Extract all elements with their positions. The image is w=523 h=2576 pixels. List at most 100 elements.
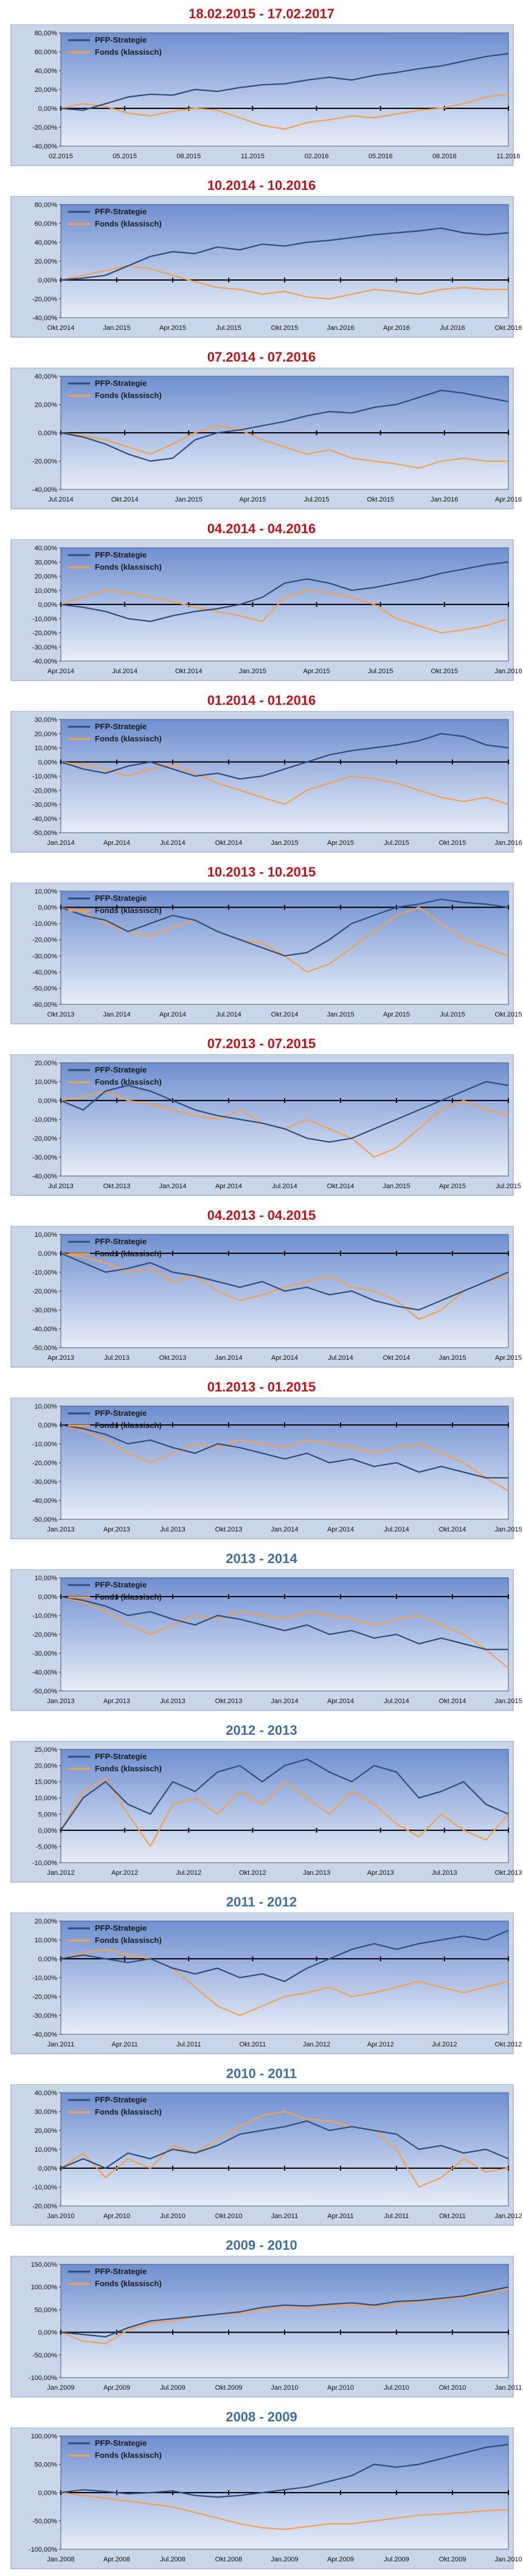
- x-tick-label: Okt.2014: [439, 1698, 466, 1705]
- y-tick-label: 20,00%: [35, 2127, 58, 2135]
- x-tick-label: Jan.2016: [431, 496, 458, 503]
- x-tick-label: Jul.2010: [160, 2213, 185, 2220]
- x-tick-label: Okt.2014: [383, 1354, 410, 1362]
- x-tick-label: Jan.2015: [175, 496, 203, 503]
- x-tick-label: Jan.2015: [271, 839, 298, 847]
- x-tick-label: Okt.2015: [431, 668, 459, 675]
- x-tick-label: Apr.2014: [159, 1011, 186, 1018]
- x-tick-label: Jan.2015: [438, 1354, 466, 1362]
- y-tick-label: -20,00%: [32, 458, 57, 466]
- y-tick-label: -30,00%: [32, 1650, 57, 1657]
- y-tick-label: 0,00%: [38, 1097, 57, 1105]
- series-line-fund: [60, 265, 508, 300]
- y-tick-label: -30,00%: [32, 2012, 57, 2020]
- x-tick-label: Apr.2015: [159, 324, 186, 332]
- chart-svg: 25,00% 20,00% 15,00% 10,00% 5,00% 0,00% -5,00%…: [10, 1741, 522, 1883]
- legend-label: PFP-Strategie: [95, 2095, 147, 2104]
- series-line-strategy: [60, 53, 509, 111]
- x-tick-label: Jan.2014: [47, 839, 74, 847]
- y-tick-label: -50,00%: [32, 985, 57, 992]
- y-tick-label: 20,00%: [35, 1918, 58, 1925]
- x-tick-label: Jul.2015: [496, 1183, 521, 1190]
- y-tick-label: -20,00%: [32, 1288, 57, 1295]
- legend: PFP-Strategie Fonds (klassisch): [68, 2438, 162, 2460]
- legend-label: PFP-Strategie: [95, 1237, 147, 1246]
- x-tick-label: Apr.2014: [271, 1354, 298, 1362]
- legend: PFP-Strategie Fonds (klassisch): [68, 1923, 162, 1945]
- series-line-fund: [60, 589, 509, 634]
- y-tick-label: 0,00%: [38, 430, 57, 437]
- chart-svg: 10,00% 0,00% -10,00% -20,00% -30,00% -40,00% -…: [10, 1226, 522, 1368]
- y-tick-label: 60,00%: [35, 49, 58, 56]
- legend: PFP-Strategie Fonds (klassisch): [68, 894, 162, 915]
- y-tick-label: -40,00%: [32, 1173, 57, 1180]
- plot-area: [60, 719, 509, 833]
- legend-label: PFP-Strategie: [95, 35, 147, 44]
- chart-svg: 100,00% 50,00% 0,00% -50,00% -100,00% Jan.200…: [10, 2427, 522, 2569]
- y-tick-label: -10,00%: [32, 1116, 57, 1124]
- series-line-fund: [60, 761, 509, 805]
- plot-area: [60, 891, 509, 1005]
- y-tick-label: -40,00%: [32, 486, 57, 494]
- x-tick-label: Apr.2010: [103, 2213, 130, 2220]
- x-tick-label: Apr.2015: [383, 1011, 410, 1018]
- legend-label: Fonds (klassisch): [95, 2107, 162, 2116]
- x-tick-label: 05.2016: [369, 153, 393, 160]
- y-tick-label: 0,00%: [38, 2490, 57, 2497]
- chart-title: 07.2014 - 07.2016: [207, 349, 316, 365]
- x-tick-label: 02.2016: [305, 153, 329, 160]
- x-tick-label: Jul.2008: [160, 2556, 185, 2563]
- y-tick-label: -5,00%: [36, 1843, 57, 1850]
- legend-label: Fonds (klassisch): [95, 1592, 162, 1601]
- legend-label: Fonds (klassisch): [95, 219, 162, 228]
- series-line-fund: [60, 1777, 509, 1847]
- legend: PFP-Strategie Fonds (klassisch): [68, 1580, 162, 1601]
- y-tick-label: 0,00%: [38, 2329, 57, 2337]
- x-tick-label: Jan.2011: [271, 2213, 298, 2220]
- x-tick-label: Apr.2014: [47, 668, 74, 675]
- x-tick-label: Jan.2014: [215, 1354, 242, 1362]
- y-tick-label: 10,00%: [35, 888, 58, 895]
- y-tick-label: -20,00%: [32, 1135, 57, 1143]
- y-tick-label: -50,00%: [32, 830, 57, 837]
- y-tick-label: -40,00%: [32, 1669, 57, 1676]
- legend-label: Fonds (klassisch): [95, 1249, 162, 1258]
- x-tick-label: Jan.2015: [494, 1698, 522, 1705]
- x-tick-label: Apr.2014: [215, 1183, 242, 1190]
- y-tick-label: -40,00%: [32, 969, 57, 976]
- series-line-strategy: [60, 1252, 509, 1311]
- x-tick-label: 11.2015: [241, 153, 265, 160]
- x-tick-label: Jul.2014: [384, 1526, 409, 1533]
- y-tick-label: -10,00%: [32, 1612, 57, 1620]
- x-tick-label: Apr.2014: [103, 839, 130, 847]
- x-tick-label: Jan.2011: [495, 2384, 522, 2392]
- x-tick-label: Okt.2015: [271, 324, 299, 332]
- series-line-fund: [60, 2491, 509, 2530]
- y-tick-label: -40,00%: [32, 816, 57, 823]
- y-tick-label: 60,00%: [35, 220, 58, 228]
- y-tick-label: 40,00%: [35, 239, 58, 247]
- legend: PFP-Strategie Fonds (klassisch): [68, 1752, 162, 1773]
- y-tick-label: 100,00%: [31, 2433, 58, 2440]
- x-tick-label: Jul.2014: [48, 496, 74, 503]
- x-tick-label: Okt.2014: [271, 1011, 299, 1018]
- y-tick-label: 20,00%: [35, 1060, 58, 1067]
- x-tick-label: Jan.2013: [303, 1869, 330, 1877]
- legend-label: PFP-Strategie: [95, 1752, 147, 1761]
- legend: PFP-Strategie Fonds (klassisch): [68, 2095, 162, 2116]
- y-tick-label: 40,00%: [35, 373, 58, 380]
- y-tick-label: -40,00%: [32, 143, 57, 150]
- x-tick-label: Okt.2014: [215, 839, 243, 847]
- x-tick-label: Jul.2009: [384, 2556, 409, 2563]
- series-line-fund: [60, 1595, 509, 1669]
- legend-label: Fonds (klassisch): [95, 1936, 162, 1945]
- y-tick-label: 0,00%: [38, 1956, 57, 1963]
- x-tick-label: Okt.2013: [47, 1011, 75, 1018]
- x-tick-label: Jul.2015: [384, 839, 409, 847]
- y-tick-label: -20,00%: [32, 1631, 57, 1639]
- x-tick-label: Jan.2016: [494, 668, 522, 675]
- legend-label: PFP-Strategie: [95, 1580, 147, 1589]
- x-tick-label: Okt.2010: [215, 2213, 243, 2220]
- x-tick-label: Jan.2011: [47, 2041, 74, 2048]
- y-tick-label: 0,00%: [38, 277, 57, 284]
